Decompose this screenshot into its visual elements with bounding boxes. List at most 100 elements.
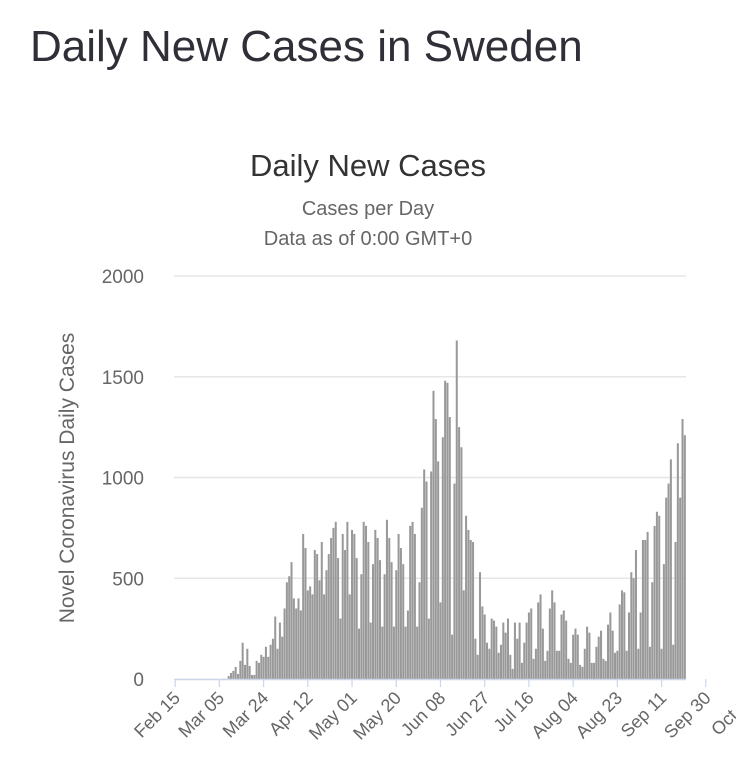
data-bar [653, 525, 656, 679]
chart-data-timestamp: Data as of 0:00 GMT+0 [263, 228, 473, 250]
data-bar [250, 674, 253, 679]
data-bar [423, 469, 426, 679]
data-bar [299, 610, 302, 679]
data-bar [453, 483, 456, 679]
data-bar [267, 656, 270, 679]
data-bar [574, 628, 577, 680]
data-bar [667, 483, 670, 679]
data-bar [304, 548, 307, 679]
data-bar [406, 610, 409, 679]
data-bar [227, 675, 230, 679]
data-bar [465, 515, 468, 679]
data-bar [402, 564, 405, 679]
data-bar [409, 525, 412, 679]
data-bar [651, 582, 654, 679]
data-bar [397, 533, 400, 679]
data-bar [567, 658, 570, 679]
data-bar [658, 515, 661, 679]
x-tick-label: Jun 08 [397, 688, 449, 740]
data-bar [260, 654, 263, 679]
data-bar [611, 630, 614, 679]
data-bar [316, 554, 319, 679]
data-bar [381, 626, 384, 679]
data-bar [614, 652, 617, 679]
data-bar [327, 554, 330, 679]
data-bar [672, 644, 675, 679]
data-bar [588, 632, 591, 679]
data-bar [309, 586, 312, 679]
data-bar [486, 642, 489, 679]
data-bar [572, 634, 575, 679]
data-bar [446, 382, 449, 679]
data-bar [662, 564, 665, 679]
data-bar [325, 570, 328, 679]
data-bar [490, 618, 493, 679]
data-bar [646, 531, 649, 679]
y-tick-label: 1500 [102, 368, 144, 389]
data-bar [353, 533, 356, 679]
data-bar [518, 622, 521, 679]
data-bar [655, 511, 658, 679]
data-bar [506, 618, 509, 679]
data-bar [367, 541, 370, 679]
data-bar [439, 602, 442, 679]
data-bar [346, 521, 349, 679]
data-bar [474, 638, 477, 679]
data-bar [432, 390, 435, 679]
data-bar [462, 590, 465, 679]
data-bar [297, 598, 300, 679]
data-bar [504, 632, 507, 679]
data-bar [288, 576, 291, 679]
chart-title: Daily New Cases [249, 148, 486, 183]
data-bar [337, 558, 340, 679]
data-bar [630, 572, 633, 679]
data-bar [239, 660, 242, 679]
y-tick-label: 2000 [102, 267, 144, 288]
data-bar [234, 666, 237, 679]
data-bar [246, 648, 249, 679]
data-bar [295, 608, 298, 679]
data-bar [362, 521, 365, 679]
data-bar [257, 662, 260, 679]
data-bar [600, 630, 603, 679]
data-bar [553, 602, 556, 679]
data-bar [395, 570, 398, 679]
data-bar [430, 471, 433, 679]
data-bar [313, 550, 316, 679]
data-bar [413, 533, 416, 679]
data-bar [495, 626, 498, 679]
data-bar [253, 674, 256, 679]
data-bar [534, 648, 537, 679]
data-bar [269, 644, 272, 679]
data-bar [520, 662, 523, 679]
data-bar [425, 481, 428, 679]
data-bar [411, 521, 414, 679]
data-bar [676, 443, 679, 679]
data-bar [311, 594, 314, 679]
data-bar [360, 574, 363, 679]
data-bar [618, 604, 621, 679]
x-tick-label: Jun 27 [441, 688, 493, 740]
data-bar [537, 602, 540, 679]
data-bar [593, 662, 596, 679]
y-tick-label: 1000 [102, 469, 144, 490]
data-bar [341, 533, 344, 679]
data-bar [544, 660, 547, 679]
data-bar [511, 668, 514, 679]
x-tick-label: Oct 19 [707, 688, 736, 740]
data-bar [483, 614, 486, 679]
x-tick-label: Sep 11 [617, 688, 671, 742]
data-bar [639, 612, 642, 679]
data-bar [681, 419, 684, 679]
data-bar [555, 650, 558, 679]
x-tick-label: Aug 04 [527, 688, 581, 742]
data-bar [665, 497, 668, 679]
data-bar [530, 608, 533, 679]
data-bar [323, 594, 326, 679]
data-bar [385, 519, 388, 679]
data-bar [469, 539, 472, 679]
data-bar [669, 459, 672, 679]
data-bar [479, 572, 482, 679]
data-bar [369, 622, 372, 679]
